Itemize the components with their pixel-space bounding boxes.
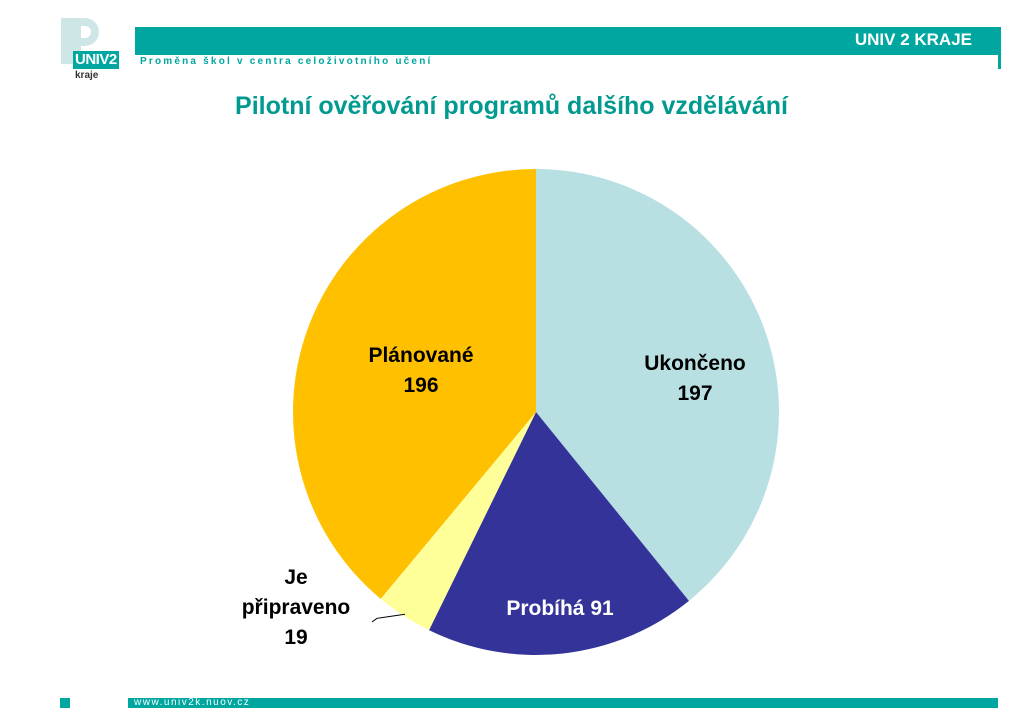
pie-slice-ukončeno: [536, 169, 780, 601]
header-bar: UNIV 2 KRAJE: [135, 27, 998, 55]
univ2-logo: UNIV2 kraje: [55, 18, 135, 81]
footer-url: www.univ2k.nuov.cz: [134, 697, 251, 708]
slice-label-probíhá: Probíhá 91: [506, 597, 614, 620]
pie-slice-probíhá: [429, 412, 689, 656]
header-bar-edge: [998, 27, 1001, 69]
logo-p-bowl: [77, 18, 99, 46]
page-title: Pilotní ověřování programů dalšího vzděl…: [235, 92, 788, 120]
logo-kraje-text: kraje: [75, 70, 99, 81]
slice-label-plánované: Plánované 196: [368, 344, 473, 397]
pie-slice-je-připraveno: [380, 412, 536, 631]
slice-label-je-připraveno: Je připraveno 19: [242, 566, 351, 649]
logo-univ2-text: UNIV2: [73, 51, 119, 69]
slice-label-ukončeno: Ukončeno 197: [644, 352, 746, 405]
footer-bar: [128, 698, 998, 708]
leader-line: [371, 613, 406, 623]
pie-slice-plánované: [293, 168, 536, 599]
brand-title: UNIV 2 KRAJE: [854, 30, 972, 49]
footer-square: [60, 698, 70, 708]
tagline: Proměna škol v centra celoživotního učen…: [140, 56, 433, 67]
